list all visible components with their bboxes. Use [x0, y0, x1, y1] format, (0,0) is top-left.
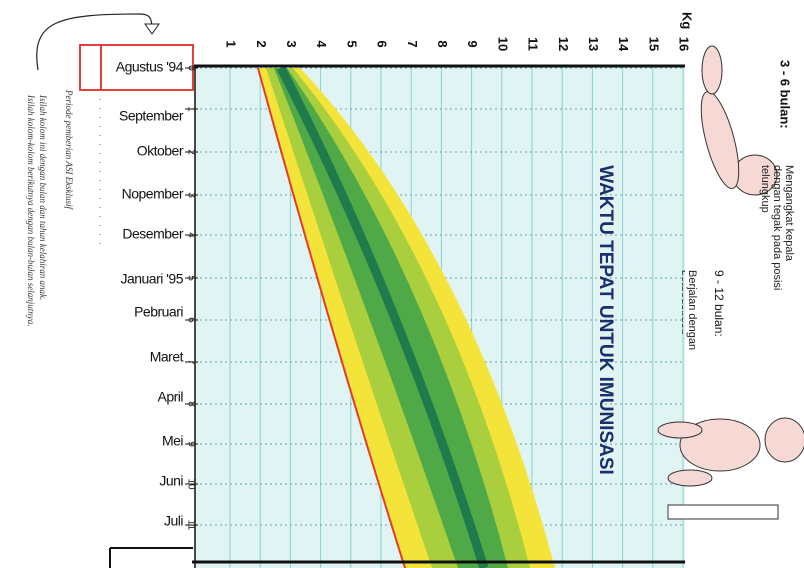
month-label: Juni: [159, 473, 183, 489]
age-label: 3: [185, 192, 196, 198]
weight-label: 9: [465, 40, 480, 47]
weight-label: 14: [616, 37, 631, 52]
weight-label: 13: [586, 37, 601, 51]
milestone-text-wrap: Berjalan dengan berpegangan: [682, 270, 712, 390]
age-label: 11: [185, 520, 196, 531]
age-label: 10: [185, 478, 196, 490]
age-label: 7: [185, 359, 196, 365]
month-label: September: [119, 108, 184, 124]
month-label: Maret: [150, 349, 184, 365]
age-label: 8: [185, 401, 196, 407]
weight-label: 16: [677, 37, 692, 51]
weight-label: 3: [284, 40, 299, 47]
growth-card: Kg WAKTU TEPAT UNTUK IMUNISASI 3 - 6 bul…: [0, 0, 804, 568]
month-label: April: [157, 389, 183, 405]
title: WAKTU TEPAT UNTUK IMUNISASI: [595, 165, 616, 475]
milestone-text: Berjalan dengan berpegangan: [682, 270, 712, 390]
weight-label: 4: [314, 40, 329, 48]
weight-label: 11: [526, 37, 541, 51]
month-label: Pebruari: [134, 304, 183, 320]
age-label: 2: [185, 149, 196, 155]
age-label: 4: [185, 232, 196, 238]
milestone-text: Mengangkat kepala dengan tegak pada posi…: [759, 165, 795, 295]
month-label: Agustus '94: [116, 59, 184, 75]
milestone-age: 3 - 6 bulan:: [778, 60, 793, 129]
weight-label: 7: [405, 40, 420, 47]
asi-note: Periode pemberian ASI Eksklusif: [64, 89, 74, 211]
milestone-age: 9 - 12 bulan:: [712, 270, 726, 337]
month-label: Desember: [122, 226, 183, 242]
age-label: 5: [185, 275, 196, 281]
weight-label: 8: [435, 40, 450, 47]
arrow-head: [145, 24, 159, 34]
kg-label: Kg: [680, 12, 695, 29]
weight-label: 2: [254, 40, 269, 47]
age-label: 6: [185, 317, 196, 323]
month-label: Oktober: [137, 143, 184, 159]
age-label: 0: [185, 65, 196, 71]
month-label: Nopember: [122, 186, 184, 202]
weight-label: 6: [375, 40, 390, 47]
month-label: Juli: [164, 513, 183, 529]
age-label: 9: [185, 441, 196, 447]
weight-label: 12: [556, 37, 571, 51]
month-label: Januari '95: [120, 271, 183, 287]
weight-label: 1: [224, 40, 239, 47]
fill-note: Isilah kolom ini dengan bulan dan tahun …: [38, 94, 48, 300]
month-label: Mei: [162, 433, 183, 449]
age-label: 1: [185, 106, 196, 112]
fill-note: Isilah kolom-kolom berikutnya dengan bul…: [26, 94, 36, 326]
weight-label: 10: [495, 37, 510, 51]
milestone-text-wrap: Mengangkat kepala dengan tegak pada posi…: [745, 165, 795, 295]
weight-label: 5: [344, 40, 359, 47]
weight-label: 15: [646, 37, 661, 51]
next-box: [110, 548, 193, 568]
